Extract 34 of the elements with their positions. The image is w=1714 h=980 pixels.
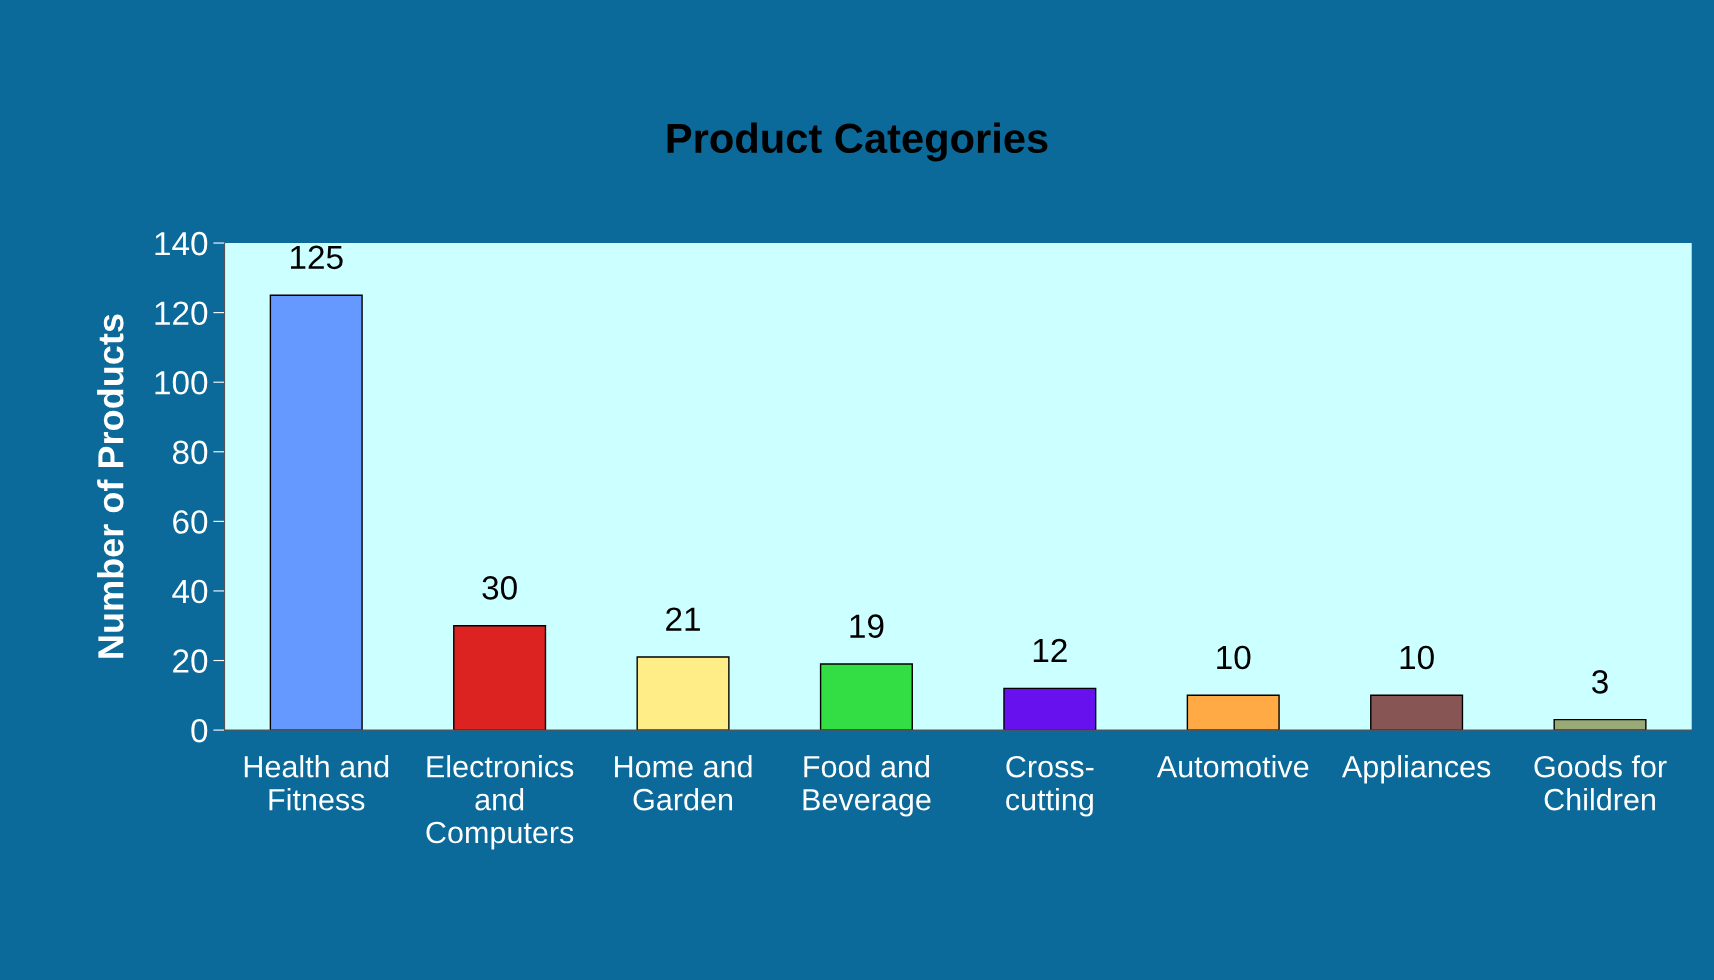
bar — [453, 625, 547, 731]
x-tick-label: Health and Fitness — [244, 755, 389, 811]
y-tick-label: 60 — [173, 510, 208, 534]
y-tick-label: 20 — [173, 649, 208, 673]
data-label: 3 — [1592, 670, 1608, 694]
x-tick-label: Electronics and Computers — [426, 755, 574, 850]
bar — [819, 663, 913, 731]
bar — [1370, 694, 1464, 731]
chart-title: Product Categories — [667, 122, 1048, 162]
x-tick-label: Cross- cutting — [1006, 755, 1094, 817]
y-tick-label: 120 — [155, 301, 208, 326]
x-tick-label: Automotive — [1156, 755, 1309, 778]
x-tick-label: Home and Garden — [615, 755, 752, 811]
bar — [269, 294, 363, 731]
bar — [1186, 694, 1280, 731]
data-label: 125 — [290, 245, 343, 270]
y-tick-label: 0 — [191, 718, 208, 743]
data-label: 21 — [666, 607, 700, 631]
x-tick-label: Food and Beverage — [803, 755, 931, 817]
data-label: 12 — [1033, 638, 1067, 662]
data-label: 19 — [850, 614, 884, 638]
y-tick-label: 40 — [172, 579, 208, 604]
y-tick-label: 140 — [155, 231, 208, 256]
bar — [636, 656, 730, 731]
y-tick-label: 80 — [172, 440, 208, 465]
y-tick-label: 100 — [155, 371, 208, 395]
data-label: 10 — [1400, 645, 1434, 670]
bar — [1003, 687, 1097, 731]
data-label: 30 — [482, 576, 517, 600]
bar — [1553, 718, 1647, 731]
y-axis-title: Number of Products — [97, 314, 124, 658]
x-tick-label: Appliances — [1341, 755, 1491, 784]
x-tick-label: Goods for Children — [1534, 755, 1667, 811]
data-label: 10 — [1217, 645, 1251, 670]
